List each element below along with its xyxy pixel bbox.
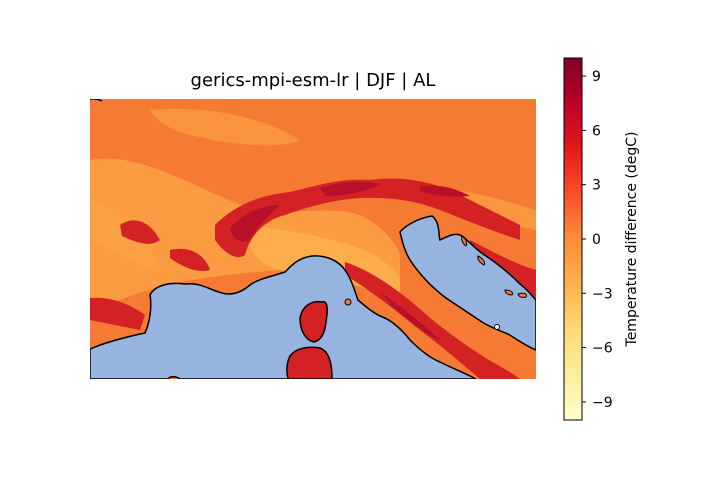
corsica-island xyxy=(299,300,328,343)
colorbar-tick-label: −9 xyxy=(592,395,613,411)
balearic-coast xyxy=(167,376,181,379)
colorbar-tick-label: −3 xyxy=(592,286,613,302)
adriatic-sea xyxy=(399,215,536,351)
croatian-island xyxy=(504,289,513,296)
lake-geneva-coast xyxy=(90,99,103,102)
sardinia-island xyxy=(286,346,333,379)
map-panel xyxy=(90,99,536,379)
colorbar-tick-label: 0 xyxy=(592,232,601,248)
colorbar-tick-label: 6 xyxy=(592,123,601,139)
colorbar-ticks: 9 6 3 0 −3 −6 −9 xyxy=(582,69,613,411)
colorbar-label: Temperature difference (degC) xyxy=(624,131,640,347)
map-title: gerics-mpi-esm-lr | DJF | AL xyxy=(190,70,436,91)
elba-island xyxy=(344,298,352,306)
colorbar-tick-label: −6 xyxy=(592,341,613,357)
croatian-island xyxy=(517,292,527,298)
colorbar-gradient xyxy=(563,57,583,421)
tyrrhenian-sea xyxy=(90,255,477,379)
colorbar: 9 6 3 0 −3 −6 −9 xyxy=(563,57,613,421)
croatian-island xyxy=(461,235,468,247)
colorbar-tick-label: 9 xyxy=(592,69,601,85)
small-island xyxy=(494,324,500,330)
croatian-island xyxy=(477,255,485,266)
colorbar-tick-label: 3 xyxy=(592,178,601,194)
